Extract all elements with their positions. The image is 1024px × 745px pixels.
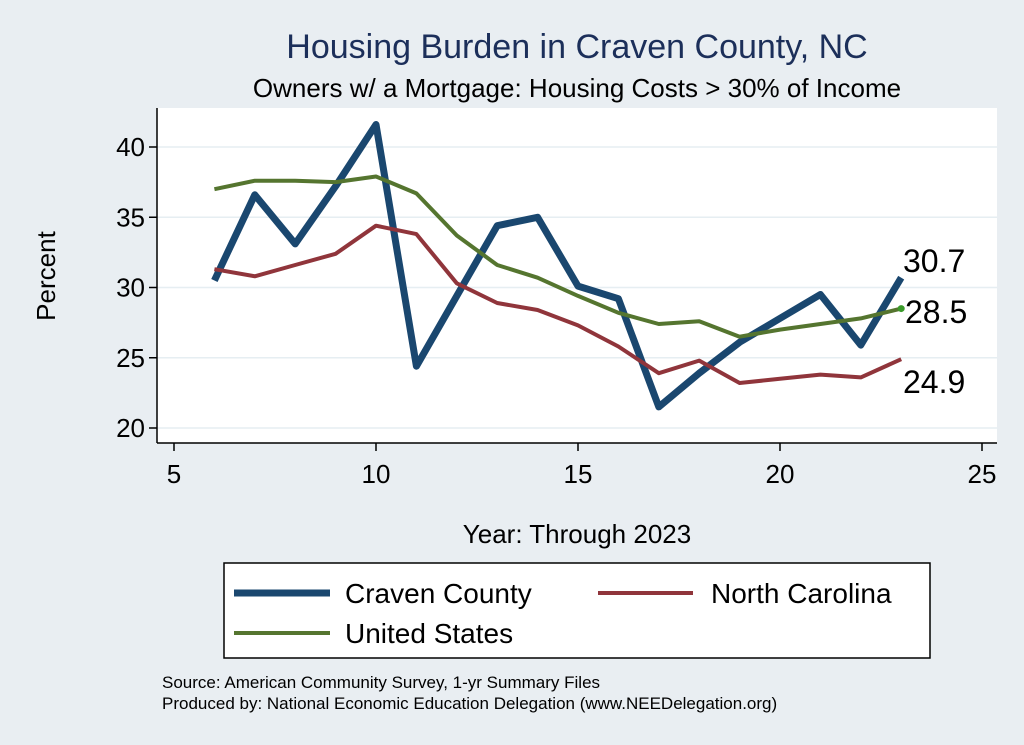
end-label-craven-county: 30.7 bbox=[903, 243, 965, 279]
x-tick-label-10: 10 bbox=[362, 459, 391, 489]
source-note: Source: American Community Survey, 1-yr … bbox=[162, 673, 600, 692]
end-marker-united-states bbox=[897, 305, 905, 313]
series-line-united-states bbox=[213, 174, 902, 339]
series-line-craven-county bbox=[211, 121, 905, 411]
chart-subtitle: Owners w/ a Mortgage: Housing Costs > 30… bbox=[253, 73, 901, 103]
y-tick-label-35: 35 bbox=[116, 202, 145, 232]
x-tick-label-15: 15 bbox=[564, 459, 593, 489]
legend-label-craven-county: Craven County bbox=[345, 578, 532, 609]
y-axis-ticks: 20 25 30 35 40 bbox=[116, 132, 157, 443]
legend-label-north-carolina: North Carolina bbox=[711, 578, 892, 609]
y-tick-label-40: 40 bbox=[116, 132, 145, 162]
end-label-north-carolina: 24.9 bbox=[903, 364, 965, 400]
x-tick-label-25: 25 bbox=[968, 459, 997, 489]
plot-area bbox=[157, 108, 997, 443]
x-axis-label: Year: Through 2023 bbox=[463, 519, 691, 549]
legend: Craven County North Carolina United States bbox=[234, 578, 892, 649]
produced-by-note: Produced by: National Economic Education… bbox=[162, 694, 777, 713]
y-tick-label-25: 25 bbox=[116, 343, 145, 373]
chart-title: Housing Burden in Craven County, NC bbox=[286, 28, 867, 66]
x-axis-ticks: 5 10 15 20 25 bbox=[167, 443, 997, 489]
end-labels: 30.7 24.9 28.5 bbox=[897, 243, 967, 400]
legend-box bbox=[223, 562, 931, 659]
legend-label-united-states: United States bbox=[345, 618, 513, 649]
y-tick-label-30: 30 bbox=[116, 273, 145, 303]
y-tick-label-20: 20 bbox=[116, 413, 145, 443]
x-tick-label-20: 20 bbox=[766, 459, 795, 489]
end-label-united-states: 28.5 bbox=[905, 294, 967, 330]
x-tick-label-5: 5 bbox=[167, 459, 181, 489]
y-axis-label: Percent bbox=[31, 230, 61, 320]
series-line-north-carolina bbox=[214, 223, 903, 385]
series-lines bbox=[211, 121, 905, 411]
